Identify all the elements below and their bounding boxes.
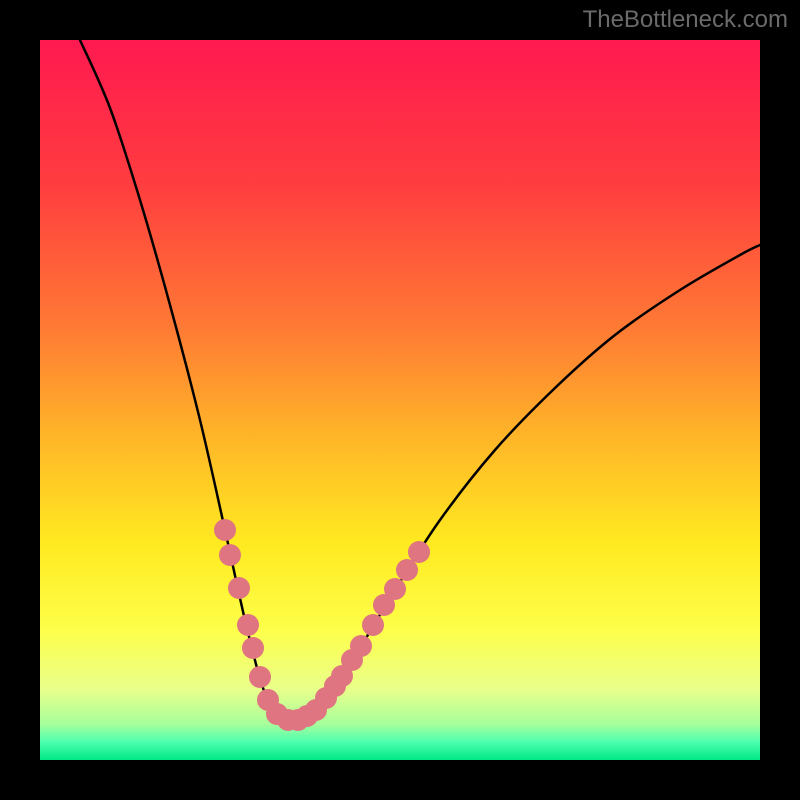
curve-marker [350, 635, 372, 657]
frame-bar [0, 0, 40, 800]
watermark-text: TheBottleneck.com [583, 6, 788, 34]
plot-background [40, 40, 760, 760]
curve-marker [396, 559, 418, 581]
chart-container: TheBottleneck.com [0, 0, 800, 800]
frame-bar [760, 0, 800, 800]
curve-marker [237, 614, 259, 636]
bottleneck-chart [0, 0, 800, 800]
curve-marker [362, 614, 384, 636]
curve-marker [214, 519, 236, 541]
curve-marker [228, 577, 250, 599]
curve-marker [249, 666, 271, 688]
curve-marker [408, 541, 430, 563]
curve-marker [219, 544, 241, 566]
frame-bar [0, 760, 800, 800]
curve-marker [384, 578, 406, 600]
curve-marker [242, 637, 264, 659]
